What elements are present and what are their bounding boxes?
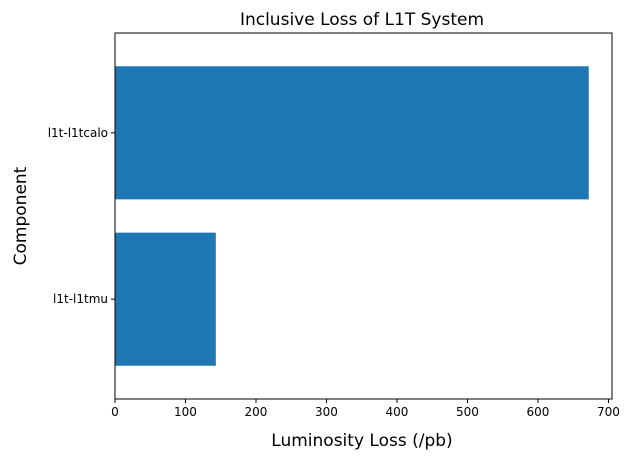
- x-tick-label: 0: [111, 405, 119, 419]
- bar-l1t-l1tcalo: [115, 66, 589, 200]
- x-tick-label: 500: [456, 405, 479, 419]
- bar-l1t-l1tmu: [115, 232, 216, 366]
- y-tick-label: l1t-l1tcalo: [48, 126, 108, 140]
- x-axis-label: Luminosity Loss (/pb): [271, 431, 452, 451]
- x-tick-label: 700: [597, 405, 620, 419]
- plot-area: [115, 66, 589, 366]
- y-axis: l1t-l1tcalo l1t-l1tmu: [48, 126, 115, 306]
- x-tick-label: 300: [315, 405, 338, 419]
- x-tick-label: 600: [527, 405, 550, 419]
- x-tick-label: 200: [245, 405, 268, 419]
- y-axis-label: Component: [11, 166, 31, 265]
- y-tick-label: l1t-l1tmu: [53, 292, 108, 306]
- axes-frame: [114, 32, 613, 400]
- chart-title: Inclusive Loss of L1T System: [240, 10, 484, 30]
- x-tick-label: 400: [386, 405, 409, 419]
- x-axis: 0 100 200 300 400 500 600 700: [111, 399, 620, 419]
- x-tick-label: 100: [174, 405, 197, 419]
